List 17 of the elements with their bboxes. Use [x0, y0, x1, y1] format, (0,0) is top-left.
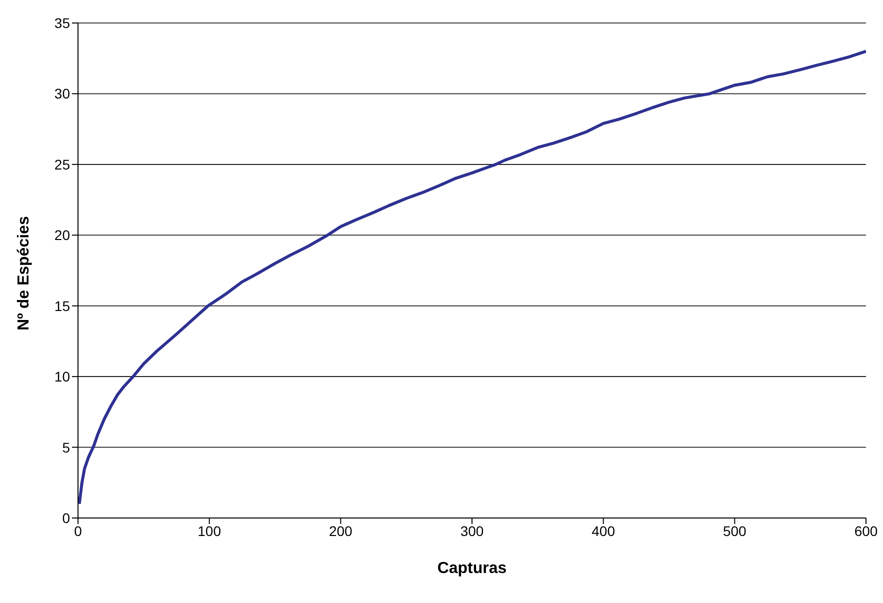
x-tick-label: 600: [854, 522, 878, 539]
x-tick-label: 200: [328, 522, 353, 539]
y-tick-label: 20: [54, 227, 70, 244]
y-tick-label: 5: [62, 439, 70, 456]
y-tick-label: 30: [54, 86, 70, 102]
y-tick-label: 0: [62, 510, 70, 526]
y-tick-label: 35: [54, 14, 70, 31]
x-tick-label: 500: [722, 522, 747, 539]
x-tick-label: 400: [592, 522, 616, 539]
y-axis-title: Nº de Espécies: [16, 216, 33, 330]
y-tick-label: 25: [54, 156, 70, 172]
x-axis-title: Capturas: [437, 560, 507, 577]
x-tick-label: 300: [460, 522, 484, 539]
x-tick-label: 0: [74, 522, 82, 539]
y-tick-label: 15: [54, 298, 70, 314]
x-tick-label: 100: [198, 522, 222, 539]
y-tick-label: 10: [54, 368, 70, 385]
